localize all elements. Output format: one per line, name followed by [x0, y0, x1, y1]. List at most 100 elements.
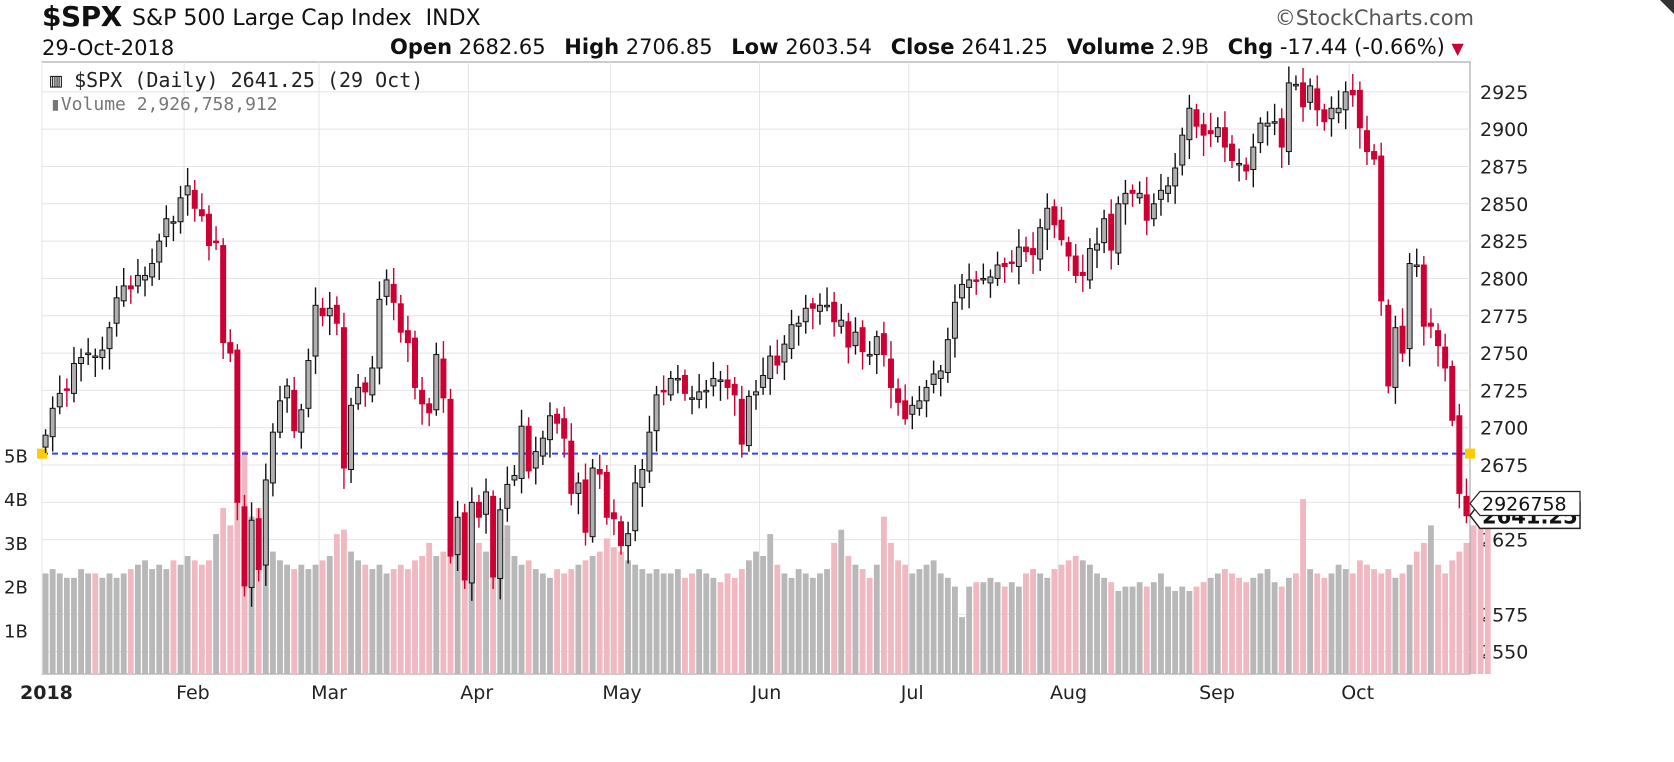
y-tick-label: 2900: [1480, 119, 1528, 141]
volume-label: Volume: [1066, 35, 1155, 59]
candle-body: [1236, 163, 1243, 166]
price-legend-text: $SPX (Daily) 2641.25 (29 Oct): [74, 68, 424, 92]
candle-body: [376, 298, 383, 369]
volume-bar: [127, 569, 134, 674]
low-value: 2603.54: [785, 35, 873, 59]
x-tick-label: Apr: [460, 682, 493, 704]
volume-bar: [397, 564, 404, 674]
candle-body: [1094, 243, 1101, 251]
candle-body: [554, 413, 561, 424]
low-label: Low: [731, 35, 779, 59]
candle-body: [539, 437, 546, 457]
volume-bar: [120, 573, 127, 674]
volume-bar: [937, 573, 944, 674]
volume-bar: [213, 534, 219, 674]
candle-body: [1314, 88, 1321, 111]
x-tick-label: Jul: [900, 682, 924, 704]
candle-body: [745, 395, 752, 447]
candle-body: [184, 185, 191, 196]
volume-bar: [1122, 586, 1129, 674]
candle-body: [305, 360, 312, 409]
candle-body: [177, 197, 184, 223]
candle-body: [831, 301, 838, 323]
candle-body: [951, 301, 958, 339]
volume-bar: [575, 564, 582, 674]
candle-body: [468, 501, 475, 584]
volume-bar: [49, 569, 56, 674]
menu-corner-icon[interactable]: [1650, 0, 1674, 24]
candle-body: [142, 274, 149, 281]
volume-bar: [1428, 525, 1434, 674]
candle-body: [99, 349, 106, 359]
volume-bar: [63, 577, 70, 674]
x-tick-label: Oct: [1341, 682, 1374, 704]
candle-body: [404, 330, 411, 344]
candle-body: [333, 304, 340, 324]
candle-body: [1349, 89, 1356, 96]
volume-bar: [1051, 569, 1058, 674]
volume-tick-label: 4B: [4, 490, 28, 511]
candle-body: [397, 303, 404, 333]
x-tick-label: 2018: [20, 682, 73, 704]
candle-body: [1285, 82, 1292, 153]
candle-body: [994, 264, 1001, 279]
last-volume-label: 2926758: [1482, 494, 1567, 516]
volume-bar: [454, 525, 461, 674]
candle-body: [1378, 155, 1385, 302]
candle-body: [1193, 109, 1200, 127]
candle-body: [660, 389, 667, 393]
volume-bar: [866, 577, 873, 674]
candle-body: [937, 370, 944, 379]
candle-body: [1044, 207, 1051, 230]
volume-bar: [1328, 573, 1335, 674]
candle-body: [1371, 151, 1378, 160]
chg-value: -17.44 (-0.66%): [1279, 35, 1445, 59]
volume-bar: [326, 555, 333, 674]
volume-bar: [149, 569, 156, 674]
volume-bar: [987, 577, 994, 674]
volume-bar: [333, 534, 340, 674]
volume-bar: [902, 564, 909, 674]
volume-bar: [1072, 555, 1079, 674]
volume-bar: [220, 507, 227, 674]
volume-bar: [1143, 586, 1150, 674]
candle-body: [696, 391, 703, 400]
candle-body: [1399, 325, 1406, 354]
candle-body: [1392, 327, 1399, 388]
ticker-symbol: $SPX: [42, 0, 122, 33]
volume-bar: [1214, 573, 1221, 674]
volume-bar: [511, 555, 518, 674]
volume-bar: [234, 481, 241, 674]
candle-body: [795, 322, 802, 327]
candle-body: [717, 379, 724, 382]
candle-body: [987, 276, 994, 284]
candle-body: [504, 483, 511, 509]
volume-bar: [1101, 577, 1108, 674]
volume-bar: [1300, 499, 1306, 674]
candle-body: [845, 321, 852, 348]
volume-bar: [603, 538, 610, 674]
volume-bar: [639, 569, 646, 674]
candle-body: [1229, 143, 1235, 162]
volume-bar: [1456, 551, 1463, 674]
volume-bar: [1321, 577, 1328, 674]
candle-body: [568, 440, 575, 494]
y-tick-label: 2825: [1480, 231, 1528, 253]
volume-bar: [1044, 577, 1051, 674]
candle-body: [163, 218, 170, 238]
candle-body: [1250, 146, 1257, 170]
candle-body: [802, 307, 809, 323]
candle-body: [959, 283, 966, 299]
high-value: 2706.85: [625, 35, 713, 59]
candle-body: [92, 355, 99, 359]
volume-bar: [1207, 577, 1214, 674]
volume-bar: [753, 551, 759, 674]
candle-body: [632, 482, 639, 532]
volume-bar: [191, 560, 198, 674]
candle-body: [973, 279, 980, 282]
candle-body: [198, 209, 205, 217]
candle-body: [1079, 271, 1086, 276]
volume-bar: [99, 577, 106, 674]
volume-bar: [710, 577, 717, 674]
candle-body: [49, 407, 56, 438]
